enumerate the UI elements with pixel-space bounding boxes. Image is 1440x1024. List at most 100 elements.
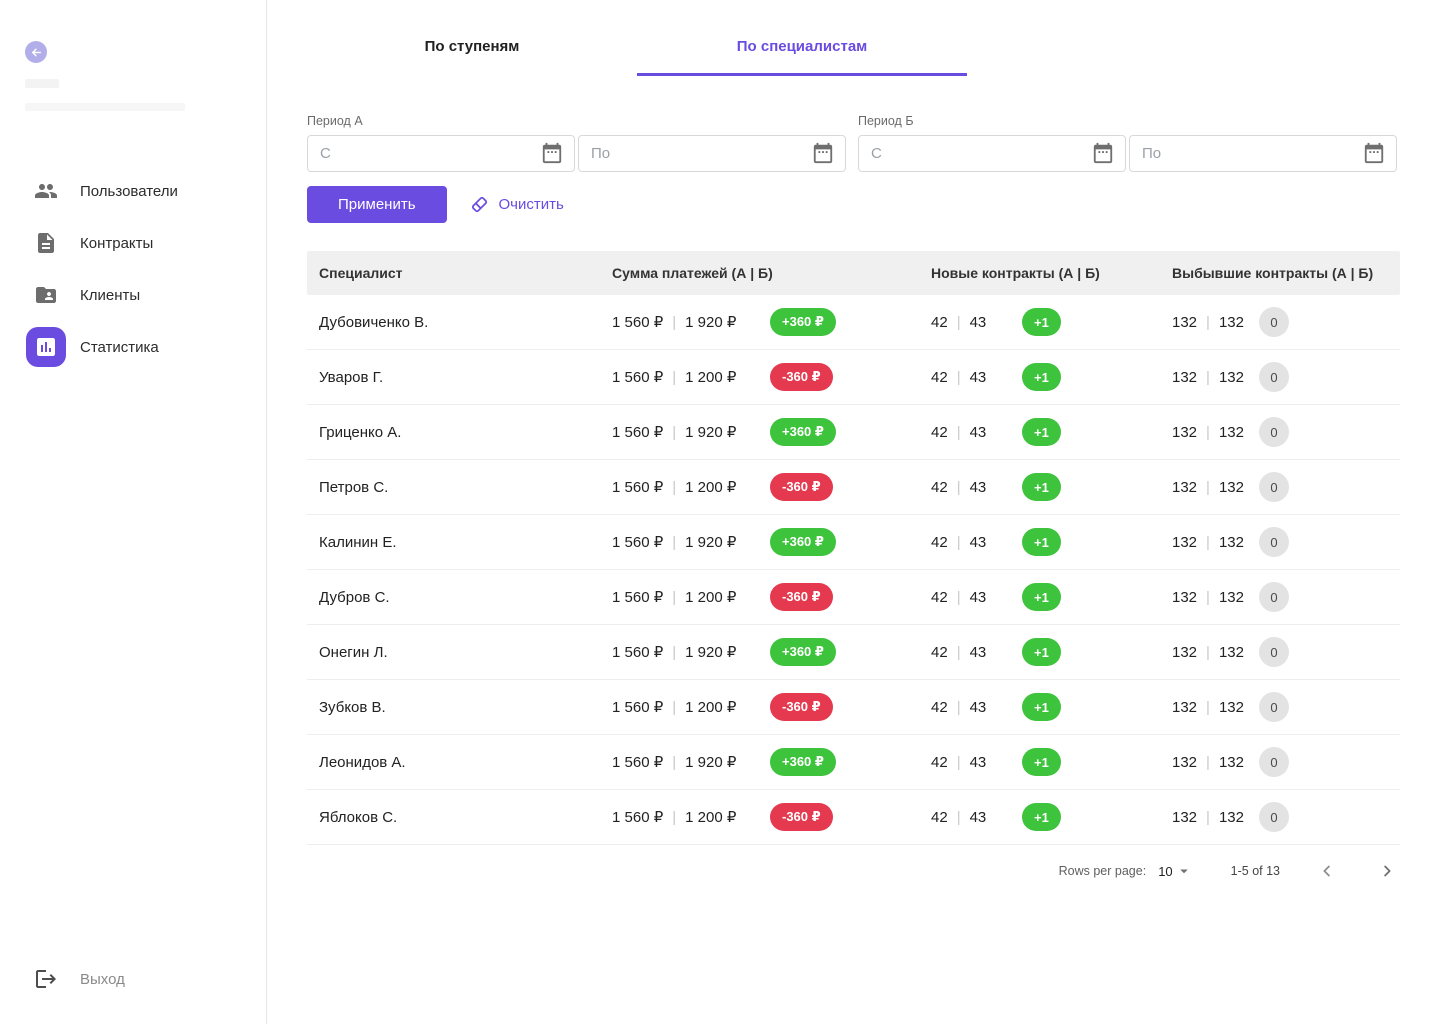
divider: | (1206, 753, 1210, 771)
left-contracts-delta-badge: 0 (1259, 802, 1289, 832)
left-contracts-a: 132 (1172, 313, 1198, 331)
tab-by-steps[interactable]: По ступеням (424, 38, 520, 55)
calendar-icon[interactable] (1092, 142, 1116, 166)
payment-delta-badge: +360 ₽ (770, 528, 836, 556)
left-contracts-a: 132 (1172, 533, 1198, 551)
rows-per-page-value: 10 (1158, 863, 1173, 879)
sidebar-item-users[interactable]: Пользователи (0, 165, 266, 217)
calendar-icon[interactable] (541, 142, 565, 166)
period-a-label: Период А (307, 114, 363, 128)
divider: | (956, 533, 961, 551)
divider: | (956, 478, 961, 496)
left-contracts-delta-badge: 0 (1259, 362, 1289, 392)
left-contracts-a: 132 (1172, 588, 1198, 606)
specialists-table: Специалист Сумма платежей (А | Б) Новые … (307, 251, 1400, 845)
header-payments-sum: Сумма платежей (А | Б) (612, 265, 773, 281)
clear-button[interactable]: Очистить (465, 194, 568, 215)
sidebar-item-contracts[interactable]: Контракты (0, 217, 266, 269)
left-contracts-a: 132 (1172, 753, 1198, 771)
period-b-to-input[interactable] (1130, 145, 1363, 162)
specialist-name: Леонидов А. (319, 753, 406, 771)
period-b-label: Период Б (858, 114, 914, 128)
new-contracts-delta-badge: +1 (1022, 748, 1061, 776)
clients-folder-icon (26, 275, 66, 315)
apply-button[interactable]: Применить (307, 186, 447, 223)
divider: | (1206, 478, 1210, 496)
new-contracts-delta-badge: +1 (1022, 638, 1061, 666)
left-contracts-b: 132 (1218, 588, 1244, 606)
rows-per-page-select[interactable]: 10 (1158, 862, 1192, 880)
left-contracts-cell: 132 | 132 (1172, 589, 1259, 606)
new-contracts-a: 42 (931, 313, 948, 331)
period-filters: Период А (307, 114, 1400, 172)
new-contracts-cell: 42 | 43 (931, 369, 1022, 386)
sidebar-item-label: Пользователи (80, 182, 178, 200)
bar-chart-icon (26, 327, 66, 367)
left-contracts-b: 132 (1218, 313, 1244, 331)
back-button[interactable] (25, 41, 47, 63)
payment-delta-badge: -360 ₽ (770, 473, 833, 501)
left-contracts-delta-badge: 0 (1259, 417, 1289, 447)
logo-placeholder (25, 103, 185, 111)
period-a-from-input[interactable] (308, 145, 541, 162)
left-contracts-cell: 132 | 132 (1172, 314, 1259, 331)
specialist-name: Дубовиченко В. (319, 313, 429, 331)
new-contracts-b: 43 (969, 588, 987, 606)
table-row: Зубков В. 1 560 ₽ | 1 200 ₽ -360 ₽ 42 | 43 +… (307, 680, 1400, 735)
main-content: По ступеням По специалистам Период А (267, 0, 1440, 1024)
left-contracts-cell: 132 | 132 (1172, 424, 1259, 441)
period-b-to-field (1129, 135, 1397, 172)
header-left-contracts: Выбывшие контракты (А | Б) (1172, 265, 1374, 281)
left-contracts-cell: 132 | 132 (1172, 479, 1259, 496)
header-specialist: Специалист (319, 265, 403, 281)
tab-by-specialists[interactable]: По специалистам (637, 24, 967, 76)
payment-b: 1 200 ₽ (685, 699, 737, 716)
divider: | (672, 753, 677, 771)
payments-cell: 1 560 ₽ | 1 920 ₽ (612, 753, 770, 772)
payment-a: 1 560 ₽ (612, 369, 664, 386)
header-new-contracts: Новые контракты (А | Б) (931, 265, 1100, 281)
next-page-button[interactable] (1374, 858, 1400, 884)
divider: | (956, 753, 961, 771)
divider: | (956, 643, 961, 661)
payment-a: 1 560 ₽ (612, 314, 664, 331)
new-contracts-cell: 42 | 43 (931, 589, 1022, 606)
divider: | (672, 368, 677, 386)
period-b-from-input[interactable] (859, 145, 1092, 162)
new-contracts-a: 42 (931, 588, 948, 606)
new-contracts-delta-badge: +1 (1022, 803, 1061, 831)
payment-delta-badge: -360 ₽ (770, 583, 833, 611)
payments-cell: 1 560 ₽ | 1 200 ₽ (612, 808, 770, 827)
table-row: Дубров С. 1 560 ₽ | 1 200 ₽ -360 ₽ 42 | 43 +… (307, 570, 1400, 625)
sidebar-item-label: Клиенты (80, 286, 141, 304)
left-contracts-b: 132 (1218, 478, 1244, 496)
period-a-group: Период А (307, 114, 846, 172)
divider: | (956, 313, 961, 331)
divider: | (672, 423, 677, 441)
pagination: Rows per page: 10 1-5 of 13 (307, 858, 1400, 884)
left-contracts-delta-badge: 0 (1259, 307, 1289, 337)
left-contracts-b: 132 (1218, 808, 1244, 826)
divider: | (956, 423, 961, 441)
new-contracts-a: 42 (931, 368, 948, 386)
payment-a: 1 560 ₽ (612, 479, 664, 496)
prev-page-button[interactable] (1314, 858, 1340, 884)
left-contracts-b: 132 (1218, 368, 1244, 386)
new-contracts-a: 42 (931, 698, 948, 716)
sidebar-item-logout[interactable]: Выход (0, 953, 266, 1005)
sidebar-item-clients[interactable]: Клиенты (0, 269, 266, 321)
sidebar-item-statistics[interactable]: Статистика (0, 321, 266, 373)
new-contracts-b: 43 (969, 808, 987, 826)
payment-delta-badge: -360 ₽ (770, 693, 833, 721)
left-contracts-delta-badge: 0 (1259, 692, 1289, 722)
payments-cell: 1 560 ₽ | 1 200 ₽ (612, 478, 770, 497)
arrow-left-icon (30, 46, 43, 59)
tabs: По ступеням По специалистам (307, 24, 1400, 76)
period-a-to-input[interactable] (579, 145, 812, 162)
payment-b: 1 200 ₽ (685, 479, 737, 496)
left-contracts-cell: 132 | 132 (1172, 699, 1259, 716)
left-contracts-delta-badge: 0 (1259, 637, 1289, 667)
calendar-icon[interactable] (1363, 142, 1387, 166)
calendar-icon[interactable] (812, 142, 836, 166)
